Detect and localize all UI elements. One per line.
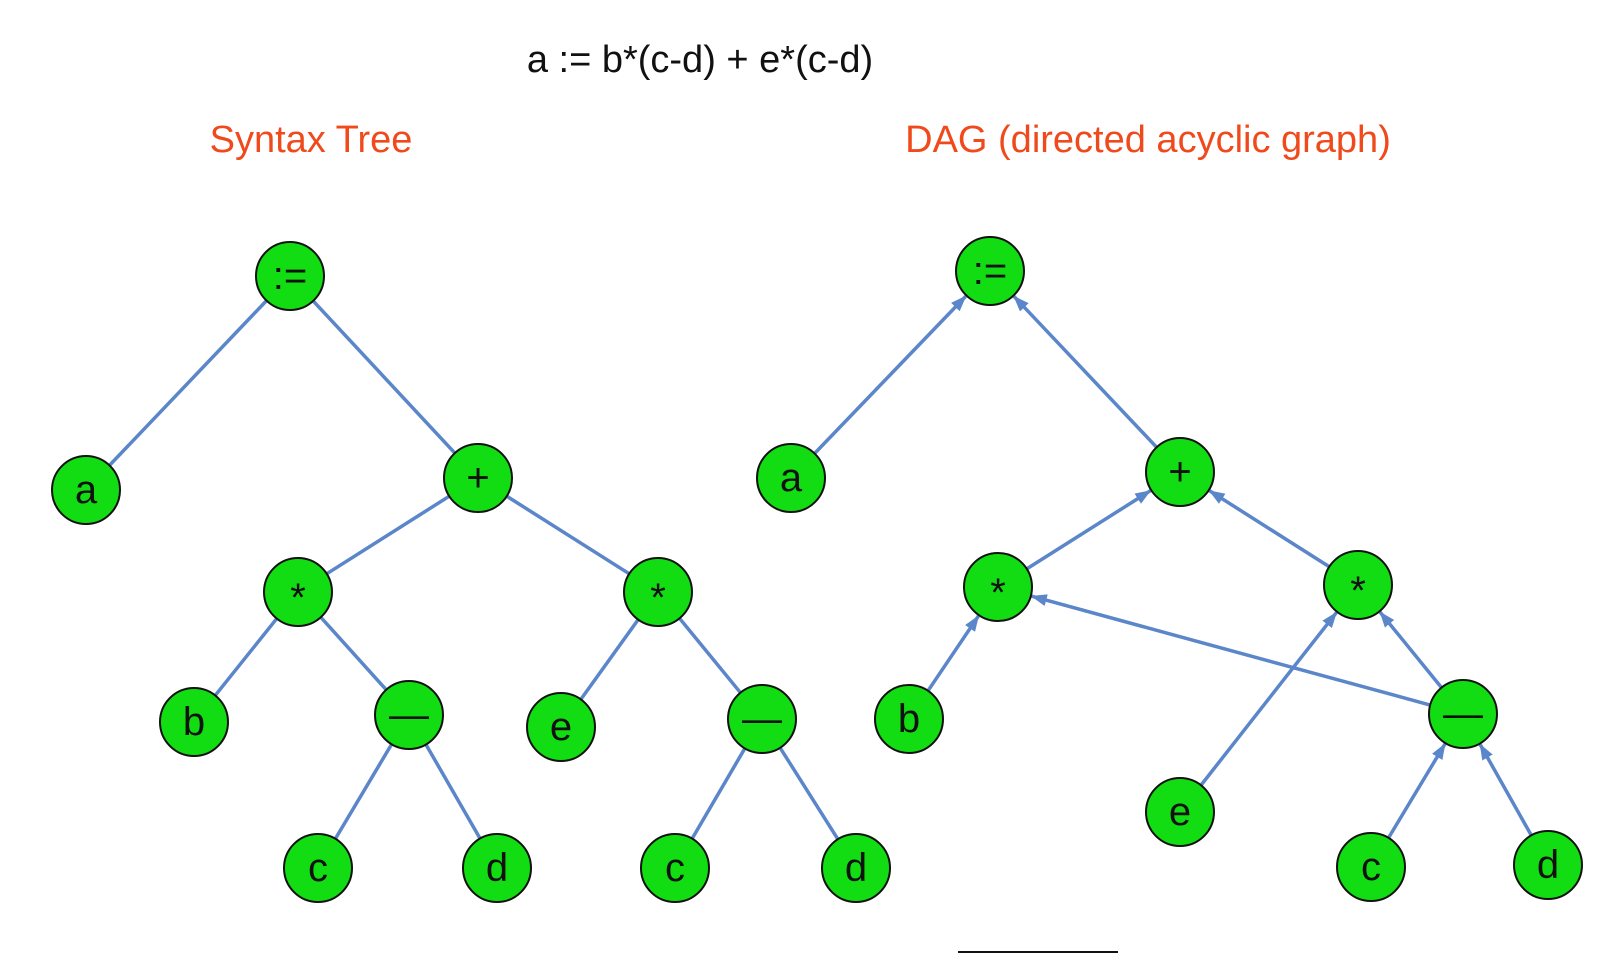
dag-nodes: := a + * * b — e c d	[756, 236, 1583, 902]
syntax_tree-edge-sub2-d2	[778, 746, 840, 841]
syntax_tree-node-label: a	[75, 468, 98, 512]
dag-edges	[813, 295, 1533, 839]
syntax_tree-node-label: +	[466, 456, 489, 500]
syntax_tree-node-circle	[727, 684, 797, 754]
syntax_tree-node-assign: :=	[255, 241, 325, 311]
dag-node-circle	[1513, 830, 1583, 900]
syntax_tree-node-circle	[640, 833, 710, 903]
syntax_tree-node-label: *	[650, 576, 666, 620]
syntax_tree-node-label: c	[665, 846, 685, 890]
dag-edge-b-mul1	[926, 615, 980, 692]
dag-node-label: *	[990, 571, 1006, 615]
dag-node-c: c	[1336, 832, 1406, 902]
syntax_tree-node-mul2: *	[623, 557, 693, 627]
dag-node-label: —	[1443, 692, 1483, 736]
dag-node-plus: +	[1145, 437, 1215, 507]
dag-node-label: e	[1169, 790, 1191, 834]
syntax_tree-node-e: e	[526, 692, 596, 762]
syntax_tree-node-label: e	[550, 705, 572, 749]
dag-node-label: :=	[973, 249, 1007, 293]
syntax_tree-node-mul1: *	[263, 557, 333, 627]
syntax_tree-node-label: c	[308, 846, 328, 890]
syntax_tree-node-plus: +	[443, 443, 513, 513]
dag-node-assign: :=	[955, 236, 1025, 306]
dag-node-circle	[1145, 437, 1215, 507]
dag-edge-c-sub	[1387, 743, 1447, 839]
dag-node-label: b	[898, 697, 920, 741]
syntax_tree-node-circle	[374, 680, 444, 750]
dag-node-circle	[874, 684, 944, 754]
dag-node-b: b	[874, 684, 944, 754]
dag-edge-a-assign	[813, 295, 968, 455]
dag-node-circle	[1145, 777, 1215, 847]
syntax_tree-edge-mul1-b	[213, 617, 279, 697]
syntax_tree-edge-sub1-c1	[333, 743, 394, 840]
syntax_tree-edge-plus-mul2	[505, 494, 631, 576]
dag-node-circle	[756, 443, 826, 513]
syntax_tree-edge-mul2-sub2	[678, 617, 742, 694]
dag-node-label: c	[1361, 845, 1381, 889]
syntax_tree-node-b: b	[159, 687, 229, 757]
dag-node-label: +	[1168, 450, 1191, 494]
syntax_tree-node-circle	[526, 692, 596, 762]
syntax_tree-node-circle	[462, 833, 532, 903]
syntax_tree-node-label: —	[389, 693, 429, 737]
syntax_tree-node-circle	[159, 687, 229, 757]
syntax_tree-node-circle	[283, 833, 353, 903]
syntax_tree-node-label: d	[845, 846, 867, 890]
syntax_tree-node-circle	[821, 833, 891, 903]
syntax_tree-node-circle	[255, 241, 325, 311]
dag-edge-sub-mul1	[1030, 594, 1431, 707]
dag-edge-mul1-plus	[1025, 489, 1152, 571]
syntax_tree-edge-sub2-c2	[690, 747, 747, 840]
dag-node-circle	[963, 552, 1033, 622]
dag-node-circle	[1336, 832, 1406, 902]
dag-node-mul2: *	[1323, 550, 1393, 620]
dag-edge-mul2-plus	[1208, 489, 1331, 569]
syntax_tree-node-label: d	[486, 846, 508, 890]
dag-heading: DAG (directed acyclic graph)	[905, 119, 1391, 161]
syntax-tree-heading: Syntax Tree	[210, 119, 413, 161]
dag-edge-plus-assign	[1012, 295, 1158, 449]
dag-edge-d-sub	[1478, 743, 1533, 837]
syntax_tree-node-label: *	[290, 576, 306, 620]
dag-edge-sub-mul2	[1378, 611, 1443, 689]
syntax_tree-edge-sub1-d1	[424, 743, 482, 840]
syntax_tree-node-label: :=	[273, 254, 307, 298]
dag-node-label: *	[1350, 569, 1366, 613]
syntax-tree-edges	[108, 299, 840, 841]
dag-node-a: a	[756, 443, 826, 513]
syntax_tree-node-label: b	[183, 700, 205, 744]
syntax_tree-node-circle	[623, 557, 693, 627]
syntax_tree-node-c2: c	[640, 833, 710, 903]
syntax_tree-node-label: —	[742, 697, 782, 741]
dag-node-e: e	[1145, 777, 1215, 847]
dag-node-sub: —	[1428, 679, 1498, 749]
dag-node-circle	[955, 236, 1025, 306]
syntax_tree-node-circle	[51, 455, 121, 525]
syntax_tree-node-d1: d	[462, 833, 532, 903]
syntax_tree-edge-assign-a	[108, 299, 268, 467]
dag-node-label: d	[1537, 843, 1559, 887]
syntax_tree-edge-mul2-e	[579, 618, 640, 701]
dag-node-label: a	[780, 456, 803, 500]
dag-edge-e-mul2	[1199, 611, 1338, 787]
dag-node-circle	[1428, 679, 1498, 749]
syntax-tree-nodes: := a + * * b — e — c d c d	[51, 241, 891, 903]
syntax_tree-node-sub1: —	[374, 680, 444, 750]
syntax_tree-edge-assign-plus	[311, 299, 457, 455]
syntax_tree-node-circle	[263, 557, 333, 627]
syntax_tree-node-d2: d	[821, 833, 891, 903]
dag-node-d: d	[1513, 830, 1583, 900]
syntax_tree-node-sub2: —	[727, 684, 797, 754]
syntax_tree-node-c1: c	[283, 833, 353, 903]
dag-node-mul1: *	[963, 552, 1033, 622]
syntax_tree-edge-plus-mul1	[325, 494, 451, 576]
expression-title: a := b*(c-d) + e*(c-d)	[527, 39, 873, 81]
syntax_tree-edge-mul1-sub1	[319, 616, 388, 691]
syntax_tree-node-a: a	[51, 455, 121, 525]
syntax_tree-node-circle	[443, 443, 513, 513]
dag-node-circle	[1323, 550, 1393, 620]
